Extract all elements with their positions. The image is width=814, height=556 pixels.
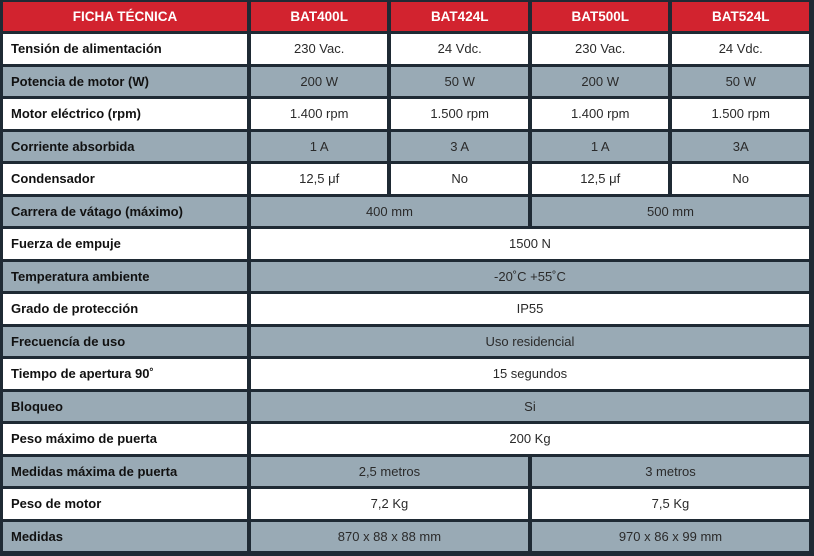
header-model: BAT500L [531, 2, 669, 31]
row-value: 1.500 rpm [672, 99, 809, 129]
table-row: Temperatura ambiente -20˚C +55˚C [3, 261, 809, 291]
row-value: 1.400 rpm [250, 99, 388, 129]
row-value: 500 mm [531, 196, 809, 226]
row-label: Tensión de alimentación [3, 34, 247, 64]
row-value: 24 Vdc. [391, 34, 528, 64]
row-label: Motor eléctrico (rpm) [3, 99, 247, 129]
row-value: 50 W [391, 66, 528, 96]
row-value: 12,5 μf [531, 164, 669, 194]
row-value: 230 Vac. [531, 34, 669, 64]
row-value: 1.500 rpm [391, 99, 528, 129]
row-label: Grado de protección [3, 294, 247, 324]
table-row: Condensador 12,5 μf No 12,5 μf No [3, 164, 809, 194]
row-value: 7,2 Kg [250, 489, 528, 519]
row-value: 200 W [250, 66, 388, 96]
table-row: Medidas máxima de puerta 2,5 metros 3 metr… [3, 456, 809, 486]
row-value: 1 A [531, 131, 669, 161]
header-model: BAT400L [250, 2, 388, 31]
table-row: Carrera de vátago (máximo) 400 mm 500 mm [3, 196, 809, 226]
row-label: Frecuencía de uso [3, 326, 247, 356]
row-value: 1500 N [250, 229, 809, 259]
row-value: 3 metros [531, 456, 809, 486]
table-row: Tensión de alimentación 230 Vac. 24 Vdc. 23… [3, 34, 809, 64]
table-row: Peso de motor 7,2 Kg 7,5 Kg [3, 489, 809, 519]
row-label: Bloqueo [3, 391, 247, 421]
row-value: No [391, 164, 528, 194]
row-label: Temperatura ambiente [3, 261, 247, 291]
row-value: 50 W [672, 66, 809, 96]
table-row: Motor eléctrico (rpm) 1.400 rpm 1.500 rpm 1… [3, 99, 809, 129]
row-value: 3A [672, 131, 809, 161]
header-model: BAT424L [391, 2, 528, 31]
row-label: Medidas [3, 521, 247, 551]
row-value: 870 x 88 x 88 mm [250, 521, 528, 551]
table-row: Fuerza de empuje 1500 N [3, 229, 809, 259]
table-row: Tiempo de apertura 90˚ 15 segundos [3, 359, 809, 389]
row-label: Carrera de vátago (máximo) [3, 196, 247, 226]
row-value: 12,5 μf [250, 164, 388, 194]
row-value: IP55 [250, 294, 809, 324]
table-row: Bloqueo Si [3, 391, 809, 421]
header-label: FICHA TÉCNICA [3, 2, 247, 31]
table-row: Peso máximo de puerta 200 Kg [3, 424, 809, 454]
row-value: 1 A [250, 131, 388, 161]
row-label: Potencia de motor (W) [3, 66, 247, 96]
row-label: Tiempo de apertura 90˚ [3, 359, 247, 389]
table-row: Medidas 870 x 88 x 88 mm 970 x 86 x 99 mm [3, 521, 809, 551]
row-label: Corriente absorbida [3, 131, 247, 161]
row-value: 230 Vac. [250, 34, 388, 64]
header-row: FICHA TÉCNICA BAT400L BAT424L BAT500L BA… [3, 2, 809, 31]
spec-body: Tensión de alimentación 230 Vac. 24 Vdc. 23… [3, 34, 809, 551]
row-value: 1.400 rpm [531, 99, 669, 129]
table-row: Frecuencía de uso Uso residencial [3, 326, 809, 356]
row-value: Uso residencial [250, 326, 809, 356]
row-value: 3 A [391, 131, 528, 161]
row-value: 2,5 metros [250, 456, 528, 486]
row-value: 400 mm [250, 196, 528, 226]
row-label: Condensador [3, 164, 247, 194]
row-label: Peso de motor [3, 489, 247, 519]
row-value: No [672, 164, 809, 194]
row-label: Peso máximo de puerta [3, 424, 247, 454]
row-value: -20˚C +55˚C [250, 261, 809, 291]
row-value: 200 Kg [250, 424, 809, 454]
row-value: 24 Vdc. [672, 34, 809, 64]
table-row: Grado de protección IP55 [3, 294, 809, 324]
header-model: BAT524L [672, 2, 809, 31]
table-row: Potencia de motor (W) 200 W 50 W 200 W 50 W [3, 66, 809, 96]
row-value: 200 W [531, 66, 669, 96]
row-label: Fuerza de empuje [3, 229, 247, 259]
row-value: Si [250, 391, 809, 421]
row-value: 970 x 86 x 99 mm [531, 521, 809, 551]
row-label: Medidas máxima de puerta [3, 456, 247, 486]
row-value: 7,5 Kg [531, 489, 809, 519]
row-value: 15 segundos [250, 359, 809, 389]
